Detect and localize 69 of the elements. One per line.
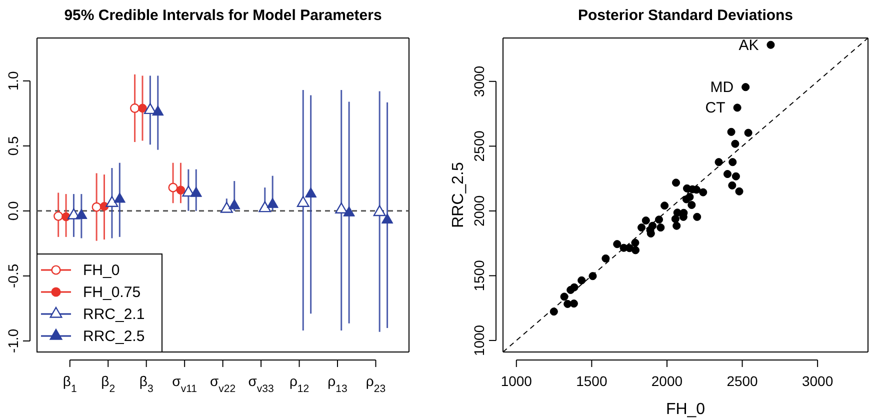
y-tick-label: 1.0 bbox=[5, 70, 21, 91]
point bbox=[602, 254, 610, 262]
point bbox=[637, 223, 646, 232]
point bbox=[727, 128, 736, 136]
x-tick-label: 2500 bbox=[726, 373, 758, 389]
x-tick-label: ρ$_{12}$ bbox=[289, 373, 310, 395]
point bbox=[732, 172, 740, 180]
y-tick-label: 1000 bbox=[471, 324, 487, 356]
y-tick-label: 0.0 bbox=[5, 200, 21, 221]
x-tick-label: σ$_{v33}$ bbox=[248, 373, 274, 395]
legend-label: FH_0.75 bbox=[83, 284, 141, 301]
x-tick-label: β$_{2}$ bbox=[101, 373, 116, 395]
y-tick-label: -1.0 bbox=[5, 328, 21, 354]
point bbox=[733, 104, 742, 112]
x-tick-label: 1500 bbox=[576, 373, 608, 389]
x-axis-title: FH_0 bbox=[666, 401, 706, 418]
x-tick-label: ρ$_{13}$ bbox=[328, 373, 348, 395]
legend-label: RRC_2.5 bbox=[83, 328, 145, 345]
point bbox=[766, 40, 775, 49]
point bbox=[631, 246, 640, 254]
chart-title: 95% Credible Intervals for Model Parameters bbox=[64, 7, 382, 24]
legend-label: RRC_2.1 bbox=[83, 306, 145, 323]
point bbox=[744, 128, 752, 137]
x-tick-label: β$_{3}$ bbox=[139, 373, 154, 395]
point bbox=[731, 140, 740, 148]
point bbox=[588, 272, 597, 280]
point bbox=[742, 83, 750, 92]
point bbox=[672, 222, 681, 230]
x-tick-label: σ$_{v22}$ bbox=[210, 373, 236, 395]
y-tick-label: -0.5 bbox=[5, 264, 21, 288]
annotation: AK bbox=[738, 36, 759, 54]
y-tick-label: 1500 bbox=[471, 260, 487, 292]
point bbox=[671, 214, 680, 223]
point bbox=[631, 238, 640, 247]
point bbox=[723, 170, 732, 178]
point bbox=[728, 158, 737, 166]
x-tick-label: ρ$_{23}$ bbox=[366, 373, 386, 395]
y-tick-label: 0.5 bbox=[5, 136, 21, 156]
point bbox=[682, 195, 690, 204]
point bbox=[699, 188, 708, 196]
point bbox=[656, 223, 665, 232]
annotation: MD bbox=[710, 79, 734, 96]
point bbox=[578, 276, 586, 284]
point bbox=[566, 286, 575, 294]
y-tick-label: 3000 bbox=[471, 66, 487, 97]
point bbox=[728, 181, 736, 190]
point bbox=[642, 216, 650, 225]
point bbox=[688, 200, 696, 209]
y-tick-label: 2000 bbox=[471, 195, 487, 227]
x-tick-label: σ$_{v11}$ bbox=[172, 373, 198, 395]
point bbox=[735, 187, 744, 196]
annotation: CT bbox=[705, 100, 726, 117]
y-tick-label: 2500 bbox=[471, 130, 487, 162]
point bbox=[672, 178, 680, 187]
legend-label: FH_0 bbox=[83, 262, 120, 279]
y-axis-title: RRC_2.5 bbox=[450, 162, 467, 228]
x-tick-label: 2000 bbox=[651, 373, 683, 389]
x-tick-label: 1000 bbox=[500, 373, 532, 389]
point bbox=[693, 212, 702, 221]
point bbox=[613, 240, 622, 248]
point bbox=[714, 158, 723, 166]
x-tick-label: β$_{1}$ bbox=[62, 373, 77, 395]
x-tick-label: 3000 bbox=[802, 373, 834, 389]
chart-title: Posterior Standard Deviations bbox=[578, 7, 794, 24]
point bbox=[550, 308, 558, 316]
point bbox=[570, 300, 578, 308]
point bbox=[654, 216, 664, 224]
point bbox=[660, 202, 669, 210]
point bbox=[560, 292, 568, 301]
